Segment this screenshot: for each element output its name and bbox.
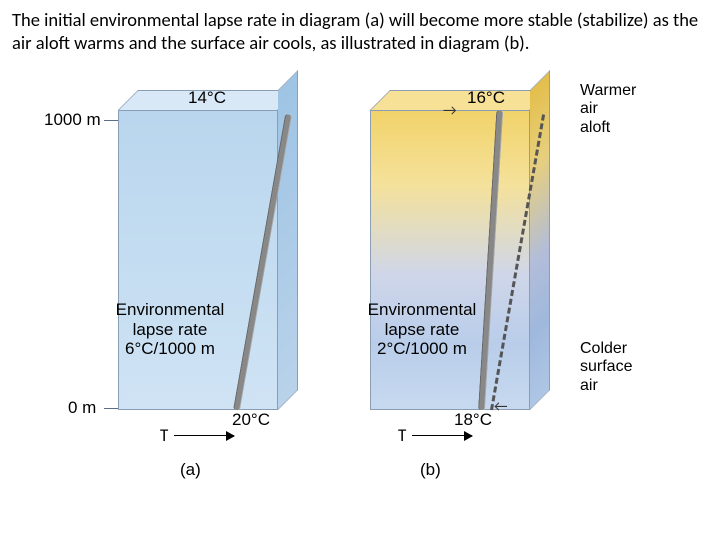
altitude-top-label: 1000 m (44, 110, 101, 130)
panel-b-label: (b) (420, 460, 441, 480)
panel-a-label: (a) (180, 460, 201, 480)
rate-b-l3: 2°C/1000 m (377, 339, 467, 358)
block-b (370, 90, 550, 410)
rate-label-a: Environmental lapse rate 6°C/1000 m (110, 300, 230, 359)
block-a (118, 90, 298, 410)
shift-arrow-top-b: → (443, 102, 457, 120)
tick-top-a (104, 120, 118, 121)
t-label-b: T (398, 425, 406, 446)
annot-cold: Colder surface air (580, 340, 632, 395)
temp-top-a: 14°C (188, 88, 226, 108)
block-b-front-face (370, 110, 530, 410)
shift-arrow-bottom-b: ← (494, 398, 508, 416)
block-a-front-face (118, 110, 278, 410)
t-axis-b: T (398, 425, 472, 446)
tick-bottom-a (104, 408, 118, 409)
temp-bottom-a: 20°C (232, 410, 270, 430)
rate-b-l1: Environmental (368, 300, 477, 319)
rate-b-l2: lapse rate (385, 320, 460, 339)
rate-label-b: Environmental lapse rate 2°C/1000 m (362, 300, 482, 359)
rate-a-l1: Environmental (116, 300, 225, 319)
temp-top-b: 16°C (467, 88, 505, 108)
rate-a-l2: lapse rate (133, 320, 208, 339)
rate-a-l3: 6°C/1000 m (125, 339, 215, 358)
block-b-top-face (370, 90, 550, 110)
altitude-bottom-label: 0 m (68, 398, 96, 418)
caption-text: The initial environmental lapse rate in … (12, 8, 708, 54)
t-arrow-a-line (174, 435, 234, 437)
annot-warm: Warmer air aloft (580, 82, 636, 137)
diagram-stage: 1000 m 0 m 14°C 20°C Environmental lapse… (0, 80, 720, 530)
t-label-a: T (160, 425, 168, 446)
t-arrow-b-line (412, 435, 472, 437)
t-axis-a: T (160, 425, 234, 446)
